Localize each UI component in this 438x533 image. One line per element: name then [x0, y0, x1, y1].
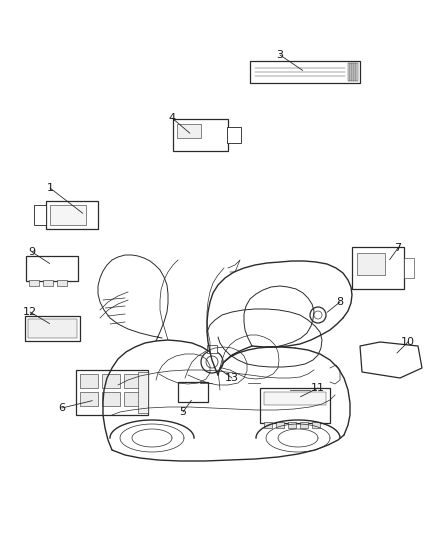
Bar [404, 258, 414, 278]
Bar [50, 205, 86, 225]
Bar [227, 127, 241, 143]
Text: 1: 1 [46, 183, 53, 193]
Circle shape [314, 311, 322, 319]
Text: 9: 9 [28, 247, 35, 257]
Bar [178, 382, 208, 402]
Bar [28, 319, 77, 338]
Bar [357, 253, 385, 275]
Text: 8: 8 [336, 297, 343, 307]
Bar [80, 392, 98, 406]
Bar [46, 201, 98, 229]
Circle shape [201, 351, 223, 373]
Bar [102, 392, 120, 406]
Bar [124, 374, 142, 388]
Bar [348, 63, 350, 81]
Bar [57, 280, 67, 286]
Bar [177, 124, 201, 138]
Bar [352, 247, 404, 289]
Bar [276, 422, 284, 428]
Text: 5: 5 [180, 407, 187, 417]
Text: 3: 3 [276, 50, 283, 60]
Text: 4: 4 [169, 113, 176, 123]
Bar [260, 388, 330, 423]
Text: 13: 13 [225, 373, 239, 383]
Bar [102, 374, 120, 388]
Bar [26, 256, 78, 281]
Text: 10: 10 [401, 337, 415, 347]
Bar [356, 63, 358, 81]
Bar [312, 422, 320, 428]
Bar [352, 63, 354, 81]
Polygon shape [360, 342, 422, 378]
Bar [138, 372, 148, 413]
Bar [25, 316, 80, 341]
Text: 11: 11 [311, 383, 325, 393]
Bar [43, 280, 53, 286]
Circle shape [310, 307, 326, 323]
Text: 6: 6 [59, 403, 66, 413]
Bar [300, 422, 308, 428]
Bar [80, 374, 98, 388]
Circle shape [206, 356, 218, 368]
Text: 7: 7 [395, 243, 402, 253]
Bar [350, 63, 352, 81]
Bar [288, 422, 296, 428]
Bar [29, 280, 39, 286]
Bar [207, 345, 217, 353]
Bar [264, 422, 272, 428]
Bar [76, 370, 148, 415]
Bar [124, 392, 142, 406]
Bar [250, 61, 360, 83]
Bar [173, 119, 228, 151]
Text: 12: 12 [23, 307, 37, 317]
Bar [264, 392, 326, 405]
Bar [354, 63, 356, 81]
Bar [34, 205, 46, 225]
